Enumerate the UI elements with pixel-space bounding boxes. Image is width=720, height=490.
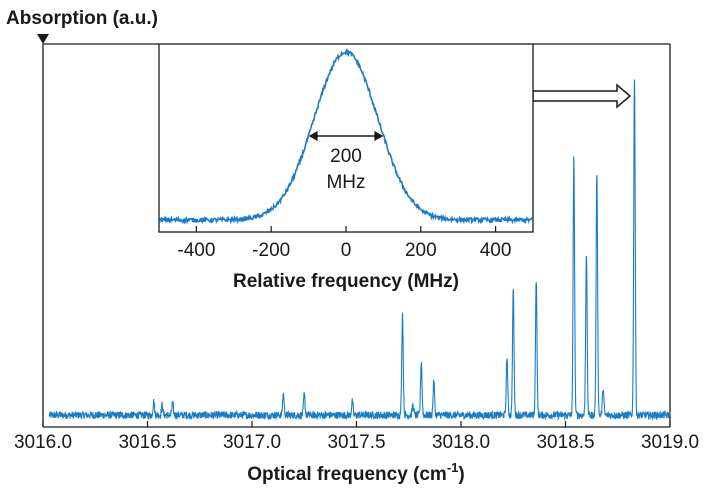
- main-x-tick-label: 3017.0: [223, 432, 281, 453]
- fwhm-value-label: 200: [330, 146, 362, 167]
- zoom-arrow-icon: [532, 83, 632, 109]
- main-spectrum-trace: [48, 79, 671, 421]
- main-x-tick-label: 3016.0: [14, 432, 72, 453]
- inset-x-tick-label: -400: [177, 240, 215, 261]
- inset-plot-frame: [158, 43, 534, 233]
- main-x-ticks: 3016.0 3016.5 3017.0 3017.5 3018.0 3018.5 3019…: [14, 421, 699, 453]
- inset-x-axis-label: Relative frequency (MHz): [233, 271, 459, 292]
- inset-x-tick-label: 400: [480, 240, 512, 261]
- inset-x-ticks: -400 -200 0 200 400: [177, 226, 511, 261]
- main-y-axis-label: Absorption (a.u.): [6, 8, 158, 29]
- main-x-axis-label: Optical frequency (cm-1): [247, 460, 464, 485]
- main-x-tick-label: 3016.5: [118, 432, 176, 453]
- fwhm-unit-label: MHz: [326, 172, 365, 193]
- inset-x-tick-label: 0: [341, 240, 352, 261]
- main-chart: Absorption (a.u.) 3016.0 3016.5 3017.0 3017…: [6, 8, 699, 485]
- main-x-tick-label: 3017.5: [327, 432, 385, 453]
- main-x-tick-label: 3019.0: [641, 432, 699, 453]
- fwhm-arrow-icon: [308, 131, 384, 141]
- y-axis-arrow-icon: [37, 34, 49, 44]
- main-x-tick-label: 3018.5: [536, 432, 594, 453]
- inset-chart: -400 -200 0 200 400 200 MHz Relative frequen…: [158, 43, 534, 292]
- inset-x-tick-label: -200: [252, 240, 290, 261]
- main-x-tick-label: 3018.0: [432, 432, 490, 453]
- inset-x-tick-label: 200: [405, 240, 437, 261]
- inset-line-profile: [158, 47, 534, 225]
